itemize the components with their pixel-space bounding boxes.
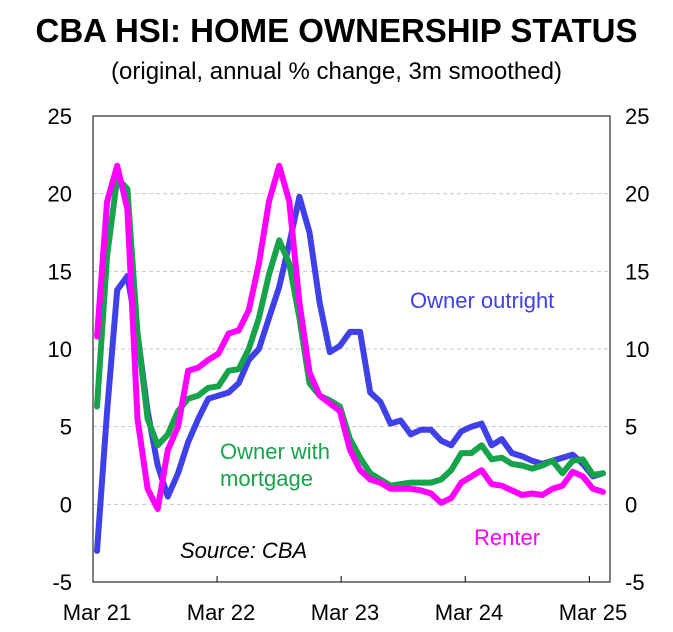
x-tick-label: Mar 21 [63,600,131,625]
series-label-owner-with-mortgage: Owner with [220,439,330,464]
y-tick-label-right: 0 [625,492,637,517]
chart-subtitle: (original, annual % change, 3m smoothed) [111,58,562,85]
y-tick-label-left: 0 [60,492,72,517]
x-tick-label: Mar 22 [187,600,255,625]
y-tick-label-right: 15 [625,259,649,284]
y-tick-label-right: 25 [625,104,649,129]
y-tick-label-right: 10 [625,337,649,362]
x-tick-label: Mar 23 [311,600,379,625]
source-note: Source: CBA [180,538,307,563]
axis-ticks: 25 25 20 20 15 15 10 10 5 5 0 0 -5 -5 Mar 21 Mar 22 Mar … [48,104,650,625]
y-tick-label-left: 10 [48,337,72,362]
series-label-owner-with-mortgage: mortgage [220,466,313,491]
x-tick-label: Mar 24 [435,600,503,625]
y-tick-label-right: 20 [625,182,649,207]
plot-frame [92,115,611,583]
y-tick-label-left: -5 [52,570,72,595]
y-tick-label-right: 5 [625,415,637,440]
series-lines [94,162,606,554]
series-label-owner-outright: Owner outright [410,288,554,313]
series-line-renter [94,162,606,512]
y-tick-label-left: 15 [48,259,72,284]
chart-title: CBA HSI: HOME OWNERSHIP STATUS [35,12,638,49]
x-tick-label: Mar 25 [559,600,627,625]
y-tick-label-left: 5 [60,415,72,440]
series-label-renter: Renter [474,525,540,550]
y-tick-label-left: 20 [48,182,72,207]
series-line-owner-outright [94,193,606,554]
y-tick-label-left: 25 [48,104,72,129]
y-tick-label-right: -5 [625,570,645,595]
